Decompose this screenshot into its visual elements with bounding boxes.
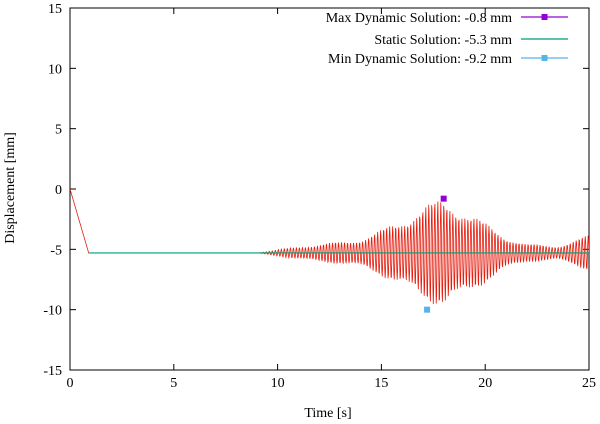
x-tick-label: 15 [374,376,388,391]
min-dynamic-point [424,306,431,313]
y-tick-label: 0 [55,183,62,198]
x-tick-label: 10 [271,376,285,391]
y-tick-label: 10 [48,62,62,77]
x-axis-label: Time [s] [304,406,351,421]
x-tick-label: 25 [582,376,596,391]
x-tick-label: 5 [170,376,177,391]
y-tick-label: -15 [43,364,62,379]
legend-sample-min-marker [541,55,548,61]
max-dynamic-point [440,195,447,202]
legend-label-min: Min Dynamic Solution: -9.2 mm [328,52,512,67]
y-tick-label: -5 [50,243,62,258]
y-tick-label: 5 [55,123,62,138]
legend: Max Dynamic Solution: -0.8 mm Static Sol… [326,11,568,67]
y-tick-label: 15 [48,2,62,17]
legend-label-static: Static Solution: -5.3 mm [374,33,512,48]
data-group [70,188,589,313]
x-tick-label: 20 [478,376,492,391]
legend-sample-max-marker [541,14,548,20]
legend-label-max: Max Dynamic Solution: -0.8 mm [326,11,512,26]
plot-layer: 0 5 10 15 20 25 -15 -10 -5 0 5 10 15 [43,2,596,391]
x-tick-label: 0 [67,376,74,391]
y-tick-label: -10 [43,304,62,319]
dynamic-response-line [70,188,589,305]
y-axis-label: Displacement [mm] [3,132,18,244]
